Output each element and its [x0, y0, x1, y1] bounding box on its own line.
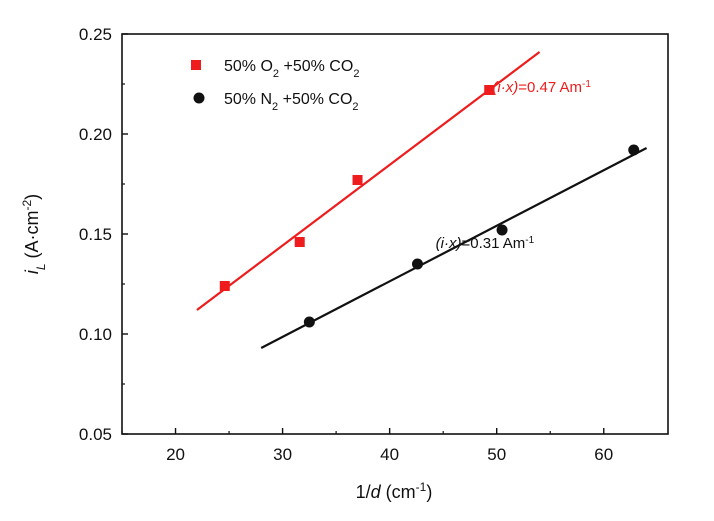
legend: 50% O2 +50% CO2 50% N2 +50% CO2: [191, 58, 359, 113]
y-tick-label: 0.15: [79, 225, 112, 244]
data-point-square: [219, 281, 230, 291]
x-tick-label: 40: [380, 445, 399, 464]
data-point-circle: [411, 258, 423, 270]
data-point-circle: [496, 224, 508, 236]
x-tick-label: 50: [487, 445, 506, 464]
fit-lines: [196, 51, 648, 349]
data-point-square: [484, 85, 495, 95]
y-axis: 0.05 0.10 0.15 0.20 0.25: [79, 25, 128, 444]
data-markers: [219, 85, 640, 328]
data-point-circle: [303, 316, 315, 328]
y-tick-label: 0.25: [79, 25, 112, 44]
annotations: (i·x)=0.47 Am-1 (i·x)=0.31 Am-1: [436, 79, 592, 253]
plot-frame: [121, 33, 669, 435]
legend-label-n2: 50% N2 +50% CO2: [224, 91, 359, 113]
fit-line-series-1: [196, 51, 541, 311]
x-axis-title: 1/d (cm-1): [356, 480, 433, 502]
y-tick-label: 0.05: [79, 425, 112, 444]
x-axis: 20 30 40 50 60: [121, 428, 613, 464]
data-point-circle: [628, 144, 640, 156]
x-tick-label: 30: [273, 445, 292, 464]
legend-marker-n2: [193, 92, 205, 104]
legend-label-o2: 50% O2 +50% CO2: [224, 58, 359, 80]
y-tick-label: 0.10: [79, 325, 112, 344]
data-point-square: [294, 237, 305, 247]
y-axis-title: iL (A·cm-2): [20, 194, 48, 274]
slope-annotation: (i·x)=0.31 Am-1: [436, 235, 535, 253]
legend-marker-o2: [191, 60, 201, 70]
x-tick-label: 60: [594, 445, 613, 464]
x-tick-label: 20: [166, 445, 185, 464]
fit-line-series-2: [260, 147, 648, 349]
y-tick-label: 0.20: [79, 125, 112, 144]
slope-annotation: (i·x)=0.47 Am-1: [492, 79, 591, 97]
data-point-square: [352, 175, 363, 185]
